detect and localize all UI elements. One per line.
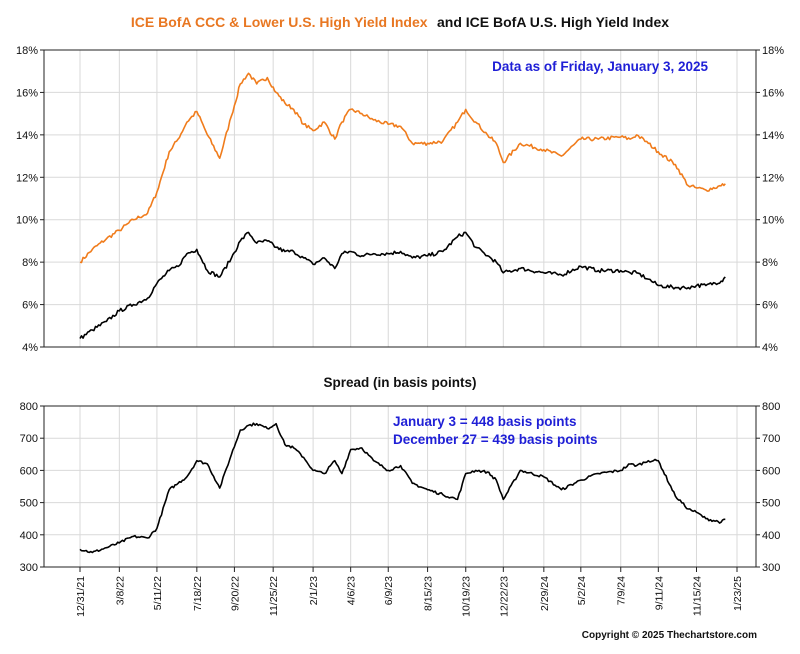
y-tick-label-right: 16% xyxy=(762,87,784,99)
copyright-text: Copyright © 2025 Thechartstore.com xyxy=(582,630,757,641)
y-tick-label-right: 4% xyxy=(762,342,778,354)
y-tick-label-right: 6% xyxy=(762,300,778,312)
x-tick-label: 7/9/24 xyxy=(616,576,628,605)
top-series-lines xyxy=(79,72,726,339)
x-axis: 12/31/21 3/8/22 5/11/22 7/18/22 9/20/22 11/25… xyxy=(75,567,744,617)
bottom-gridlines xyxy=(44,406,756,567)
y-tick-label-right: 400 xyxy=(762,530,780,542)
y-tick-label-left: 400 xyxy=(20,530,38,542)
series-line xyxy=(79,72,726,264)
x-tick-label: 3/8/22 xyxy=(114,576,126,605)
bottom-series-lines xyxy=(79,422,726,554)
y-tick-label-left: 18% xyxy=(16,45,38,57)
y-tick-label-left: 4% xyxy=(22,342,38,354)
x-tick-label: 8/15/23 xyxy=(423,576,435,611)
spread-subtitle: Spread (in basis points) xyxy=(323,375,476,390)
y-tick-label-right: 700 xyxy=(762,433,780,445)
bottom-y-axis-right: 300 400 500 600 700 800 xyxy=(756,401,780,574)
y-tick-label-right: 14% xyxy=(762,130,784,142)
top-y-axis-right: 4% 6% 8% 10% 12% 14% 16% 18% xyxy=(756,45,784,354)
x-tick-label: 4/6/23 xyxy=(346,576,358,605)
y-tick-label-left: 300 xyxy=(20,562,38,574)
spread-note-december: December 27 = 439 basis points xyxy=(393,432,597,447)
y-tick-label-left: 500 xyxy=(20,498,38,510)
y-tick-label-right: 300 xyxy=(762,562,780,574)
y-tick-label-left: 16% xyxy=(16,87,38,99)
y-tick-label-right: 800 xyxy=(762,401,780,413)
series-line xyxy=(79,231,726,339)
spread-note-january: January 3 = 448 basis points xyxy=(393,414,576,429)
x-tick-label: 9/11/24 xyxy=(653,576,665,610)
y-tick-label-left: 600 xyxy=(20,465,38,477)
y-tick-label-right: 18% xyxy=(762,45,784,57)
y-tick-label-left: 700 xyxy=(20,433,38,445)
y-tick-label-right: 500 xyxy=(762,498,780,510)
y-tick-label-left: 14% xyxy=(16,130,38,142)
x-tick-label: 10/19/23 xyxy=(461,576,473,617)
y-tick-label-right: 600 xyxy=(762,465,780,477)
x-tick-label: 11/25/22 xyxy=(268,576,280,616)
x-tick-label: 2/1/23 xyxy=(308,576,320,605)
x-tick-label: 12/31/21 xyxy=(75,576,87,617)
y-tick-label-left: 800 xyxy=(20,401,38,413)
data-as-of-note: Data as of Friday, January 3, 2025 xyxy=(492,59,708,74)
y-tick-label-left: 12% xyxy=(16,172,38,184)
chart-title: ICE BofA CCC & Lower U.S. High Yield Ind… xyxy=(131,14,669,31)
y-tick-label-left: 10% xyxy=(16,215,38,227)
x-tick-label: 6/9/23 xyxy=(383,576,395,605)
top-plot-frame xyxy=(43,49,757,348)
title-black-part: and ICE BofA U.S. High Yield Index xyxy=(437,14,669,30)
x-tick-label: 1/23/25 xyxy=(732,576,744,611)
bottom-plot-frame xyxy=(43,405,757,568)
top-gridlines xyxy=(44,50,756,347)
x-tick-label: 5/11/22 xyxy=(152,576,164,610)
y-tick-label-right: 10% xyxy=(762,215,784,227)
x-tick-label: 9/20/22 xyxy=(229,576,241,611)
x-tick-label: 5/2/24 xyxy=(576,576,588,605)
title-orange-part: ICE BofA CCC & Lower U.S. High Yield Ind… xyxy=(131,14,428,30)
top-y-axis-left: 4% 6% 8% 10% 12% 14% 16% 18% xyxy=(16,45,44,354)
x-tick-label: 12/22/23 xyxy=(498,576,510,617)
y-tick-label-left: 6% xyxy=(22,300,38,312)
y-tick-label-right: 12% xyxy=(762,172,784,184)
y-tick-label-right: 8% xyxy=(762,257,778,269)
x-tick-label: 11/15/24 xyxy=(692,576,704,616)
x-tick-label: 2/29/24 xyxy=(539,576,551,611)
y-tick-label-left: 8% xyxy=(22,257,38,269)
bottom-y-axis-left: 300 400 500 600 700 800 xyxy=(20,401,44,574)
series-line xyxy=(79,422,726,554)
x-tick-label: 7/18/22 xyxy=(192,576,204,611)
